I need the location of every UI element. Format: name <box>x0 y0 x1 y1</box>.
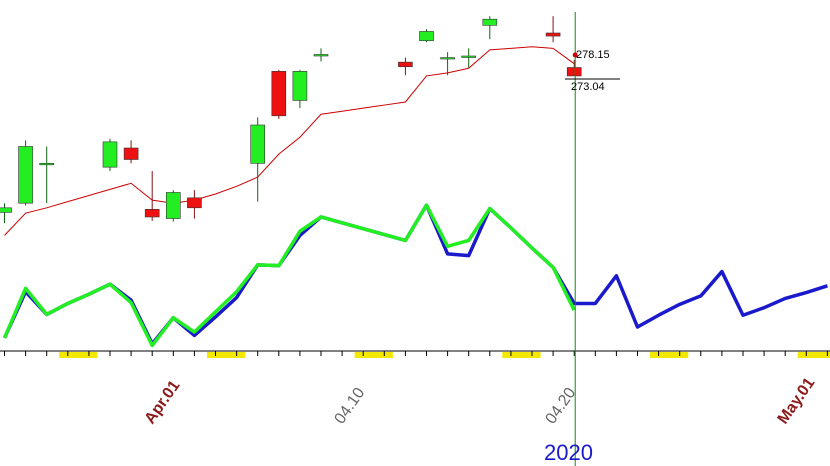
candle <box>419 29 434 43</box>
candle <box>250 117 265 202</box>
date-label: 04.10 <box>331 385 368 428</box>
cursor-dot <box>572 52 578 58</box>
weekend-mark <box>797 352 830 358</box>
candle-body <box>398 61 413 68</box>
candle-body <box>440 57 455 60</box>
candle <box>440 52 455 76</box>
date-label: May.01 <box>775 375 819 428</box>
candle-body <box>187 197 202 209</box>
cursor[interactable] <box>565 12 620 466</box>
candle <box>123 140 139 164</box>
candle-body <box>271 71 287 117</box>
candle-body <box>39 163 55 166</box>
candle-body <box>313 54 329 57</box>
candle <box>545 16 561 43</box>
weekend-mark <box>650 352 689 358</box>
oscillator-lines <box>2 203 828 348</box>
candle-body <box>18 146 33 204</box>
candle <box>39 146 55 204</box>
oscillator-green <box>2 203 576 348</box>
weekend-mark <box>59 352 98 358</box>
candle-body <box>566 67 582 77</box>
candle-body <box>123 147 139 160</box>
candle <box>18 140 33 206</box>
candles <box>0 16 582 224</box>
weekend-mark <box>502 352 541 358</box>
candle <box>566 59 582 77</box>
candle <box>461 48 477 68</box>
candle-body <box>292 71 308 101</box>
year-label: 2020 <box>544 440 593 465</box>
candle <box>313 48 329 62</box>
weekend-mark <box>354 352 393 358</box>
candle <box>292 69 308 109</box>
ma-series <box>4 46 575 236</box>
candle <box>144 171 160 221</box>
date-labels: Apr.01 04.10 04.20 May.01 <box>142 375 819 428</box>
candle-body <box>0 207 12 213</box>
weekend-markers <box>59 352 830 358</box>
candle-body <box>461 55 477 58</box>
candle-body <box>419 31 434 41</box>
date-label: Apr.01 <box>142 377 184 427</box>
candle-body <box>144 209 160 218</box>
candle <box>0 203 12 224</box>
candle <box>482 16 498 40</box>
last-close-label: 278.15 <box>576 49 610 61</box>
candle-body <box>250 124 265 164</box>
date-label: 04.20 <box>542 385 579 428</box>
last-price-label: 273.04 <box>571 81 605 93</box>
candle-body <box>166 192 181 219</box>
candle-body <box>545 32 561 37</box>
time-axis <box>0 350 830 356</box>
candle-body <box>482 18 498 26</box>
candle <box>166 190 181 222</box>
moving-average-line <box>4 46 575 236</box>
candle <box>398 57 413 76</box>
weekend-mark <box>206 352 246 358</box>
candle <box>271 69 287 119</box>
candle-body <box>102 141 118 168</box>
candle <box>102 138 118 171</box>
candle <box>187 190 202 219</box>
